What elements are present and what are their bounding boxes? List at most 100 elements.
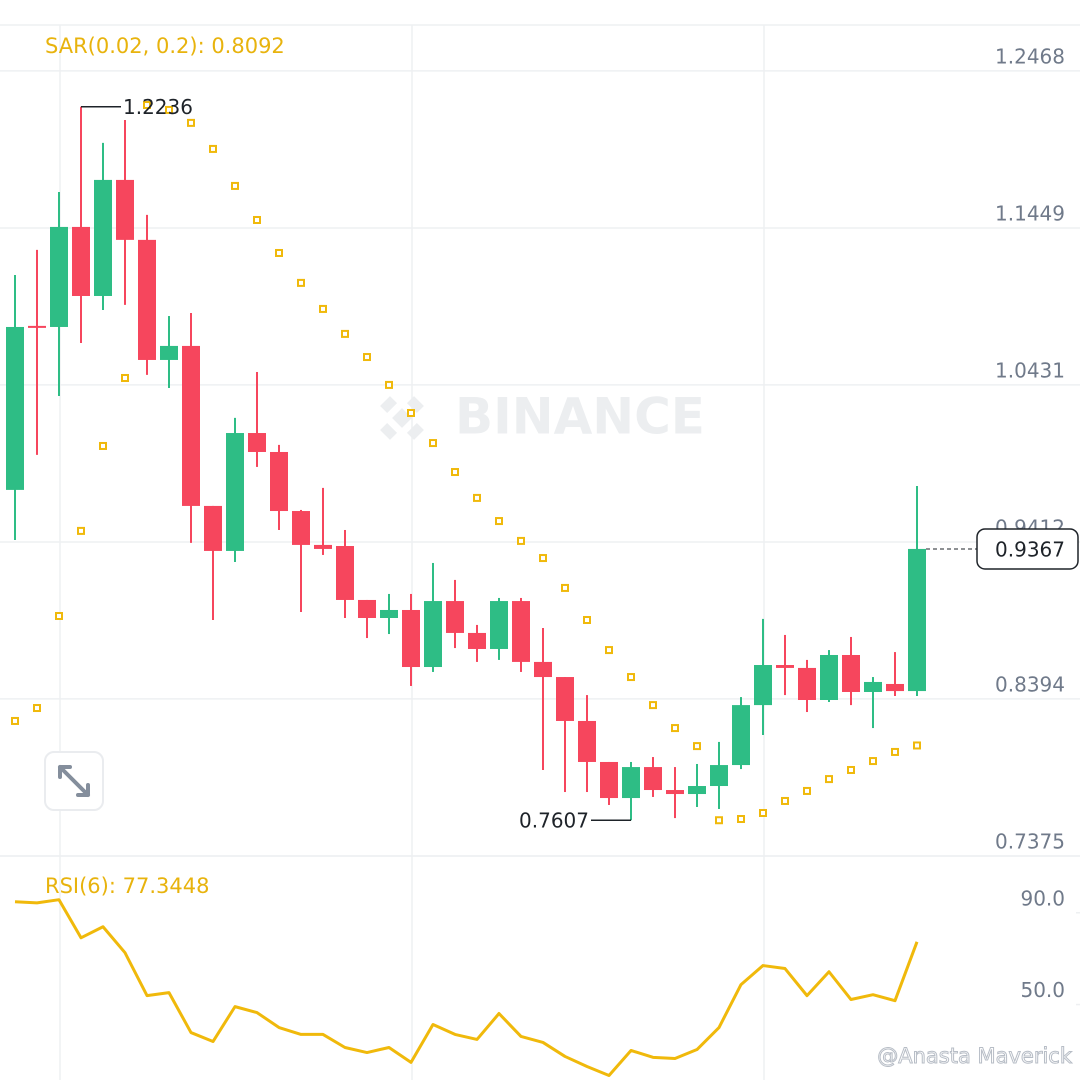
price-tag: [976, 528, 1079, 570]
sar-dot: [319, 304, 327, 313]
candle-body: [754, 665, 772, 706]
sar-dot: [385, 380, 393, 389]
sar-dot: [121, 373, 129, 382]
high-label: 1.2236: [123, 95, 193, 119]
candle-body: [908, 548, 926, 692]
watermark-logo: [380, 396, 424, 440]
y-tick-label: 90.0: [1020, 886, 1065, 910]
sar-dot: [77, 526, 85, 535]
candle-body: [600, 761, 618, 799]
y-tick-label: 0.7375: [995, 830, 1065, 854]
sar-dot: [649, 701, 657, 710]
candle-body: [578, 720, 596, 762]
sar-dot: [539, 554, 547, 563]
sar-dot: [627, 673, 635, 682]
sar-dot: [803, 786, 811, 795]
expand-button[interactable]: [44, 751, 104, 811]
sar-dot: [869, 757, 877, 766]
sar-dot: [231, 181, 239, 190]
candle-body: [28, 325, 46, 328]
candle-body: [534, 661, 552, 678]
sar-dot: [275, 248, 283, 257]
price-tag-label: 0.9367: [995, 537, 1065, 561]
candle-body: [270, 451, 288, 512]
sar-dot: [891, 747, 899, 756]
sar-dot: [495, 517, 503, 526]
sar-dot: [297, 278, 305, 287]
sar-dot: [363, 353, 371, 362]
credit: @Anasta Maverick: [877, 1044, 1073, 1068]
y-tick-label: 1.1449: [995, 202, 1065, 226]
sar-dot: [561, 583, 569, 592]
sar-dot: [693, 742, 701, 751]
candle-body: [666, 790, 684, 795]
candle-body: [248, 433, 266, 452]
sar-dot: [407, 408, 415, 417]
candle-body: [776, 665, 794, 668]
y-tick-label: 50.0: [1020, 978, 1065, 1002]
candle-body: [358, 599, 376, 618]
sar-dot: [473, 493, 481, 502]
sar-dot: [99, 441, 107, 450]
y-tick-label: 0.8394: [995, 672, 1065, 696]
sar-dot: [715, 816, 723, 825]
sar-dot: [913, 741, 921, 750]
candle-body: [710, 765, 728, 787]
candle-body: [182, 345, 200, 506]
rsi-line: [14, 898, 919, 1077]
candle-body: [138, 239, 156, 360]
candle-body: [864, 681, 882, 692]
candle-body: [732, 705, 750, 766]
candle-body: [446, 601, 464, 633]
sar-dot: [737, 815, 745, 824]
sar-dot: [451, 468, 459, 477]
candle-body: [820, 654, 838, 701]
sar-dot: [759, 808, 767, 817]
sar-dot: [825, 775, 833, 784]
y-tick-label: 1.2468: [995, 44, 1065, 68]
candle-body: [226, 433, 244, 551]
sar-dot: [209, 144, 217, 153]
candle-body: [6, 326, 24, 490]
sar-dot: [429, 439, 437, 448]
candle-body: [94, 179, 112, 296]
sar-dot: [605, 646, 613, 655]
candle-body: [798, 667, 816, 701]
candle-body: [50, 226, 68, 327]
candle-body: [380, 609, 398, 618]
legend-entry: SAR(0.02, 0.2): 0.8092: [45, 34, 285, 58]
candle-body: [842, 654, 860, 692]
candle-body: [160, 345, 178, 360]
sar-dot: [781, 796, 789, 805]
sar-dot: [55, 611, 63, 620]
y-tick-label: 1.0431: [995, 358, 1065, 382]
expand-icon[interactable]: [58, 765, 90, 797]
candle-body: [204, 505, 222, 551]
candle-body: [622, 767, 640, 799]
sar-dot: [187, 118, 195, 127]
sar-dot: [165, 105, 173, 114]
legend-entry: RSI(6): 77.3448: [45, 874, 209, 898]
sar-dot: [583, 616, 591, 625]
watermark: BINANCE: [455, 388, 705, 446]
candle-body: [490, 601, 508, 649]
sar-dot: [11, 716, 19, 725]
candle-body: [688, 786, 706, 795]
sar-dot: [143, 101, 151, 110]
candle-body: [72, 226, 90, 296]
candle-body: [886, 683, 904, 692]
sar-dot: [847, 765, 855, 774]
candle-body: [644, 767, 662, 791]
candle-body: [468, 632, 486, 649]
sar-dot: [341, 329, 349, 338]
sar-dot: [253, 215, 261, 224]
low-label: 0.7607: [519, 809, 589, 833]
candle-body: [424, 601, 442, 668]
candle-body: [314, 544, 332, 549]
candle-body: [336, 546, 354, 600]
candle-body: [116, 179, 134, 240]
candle-body: [402, 609, 420, 668]
candle-body: [292, 511, 310, 545]
sar-dot: [517, 536, 525, 545]
